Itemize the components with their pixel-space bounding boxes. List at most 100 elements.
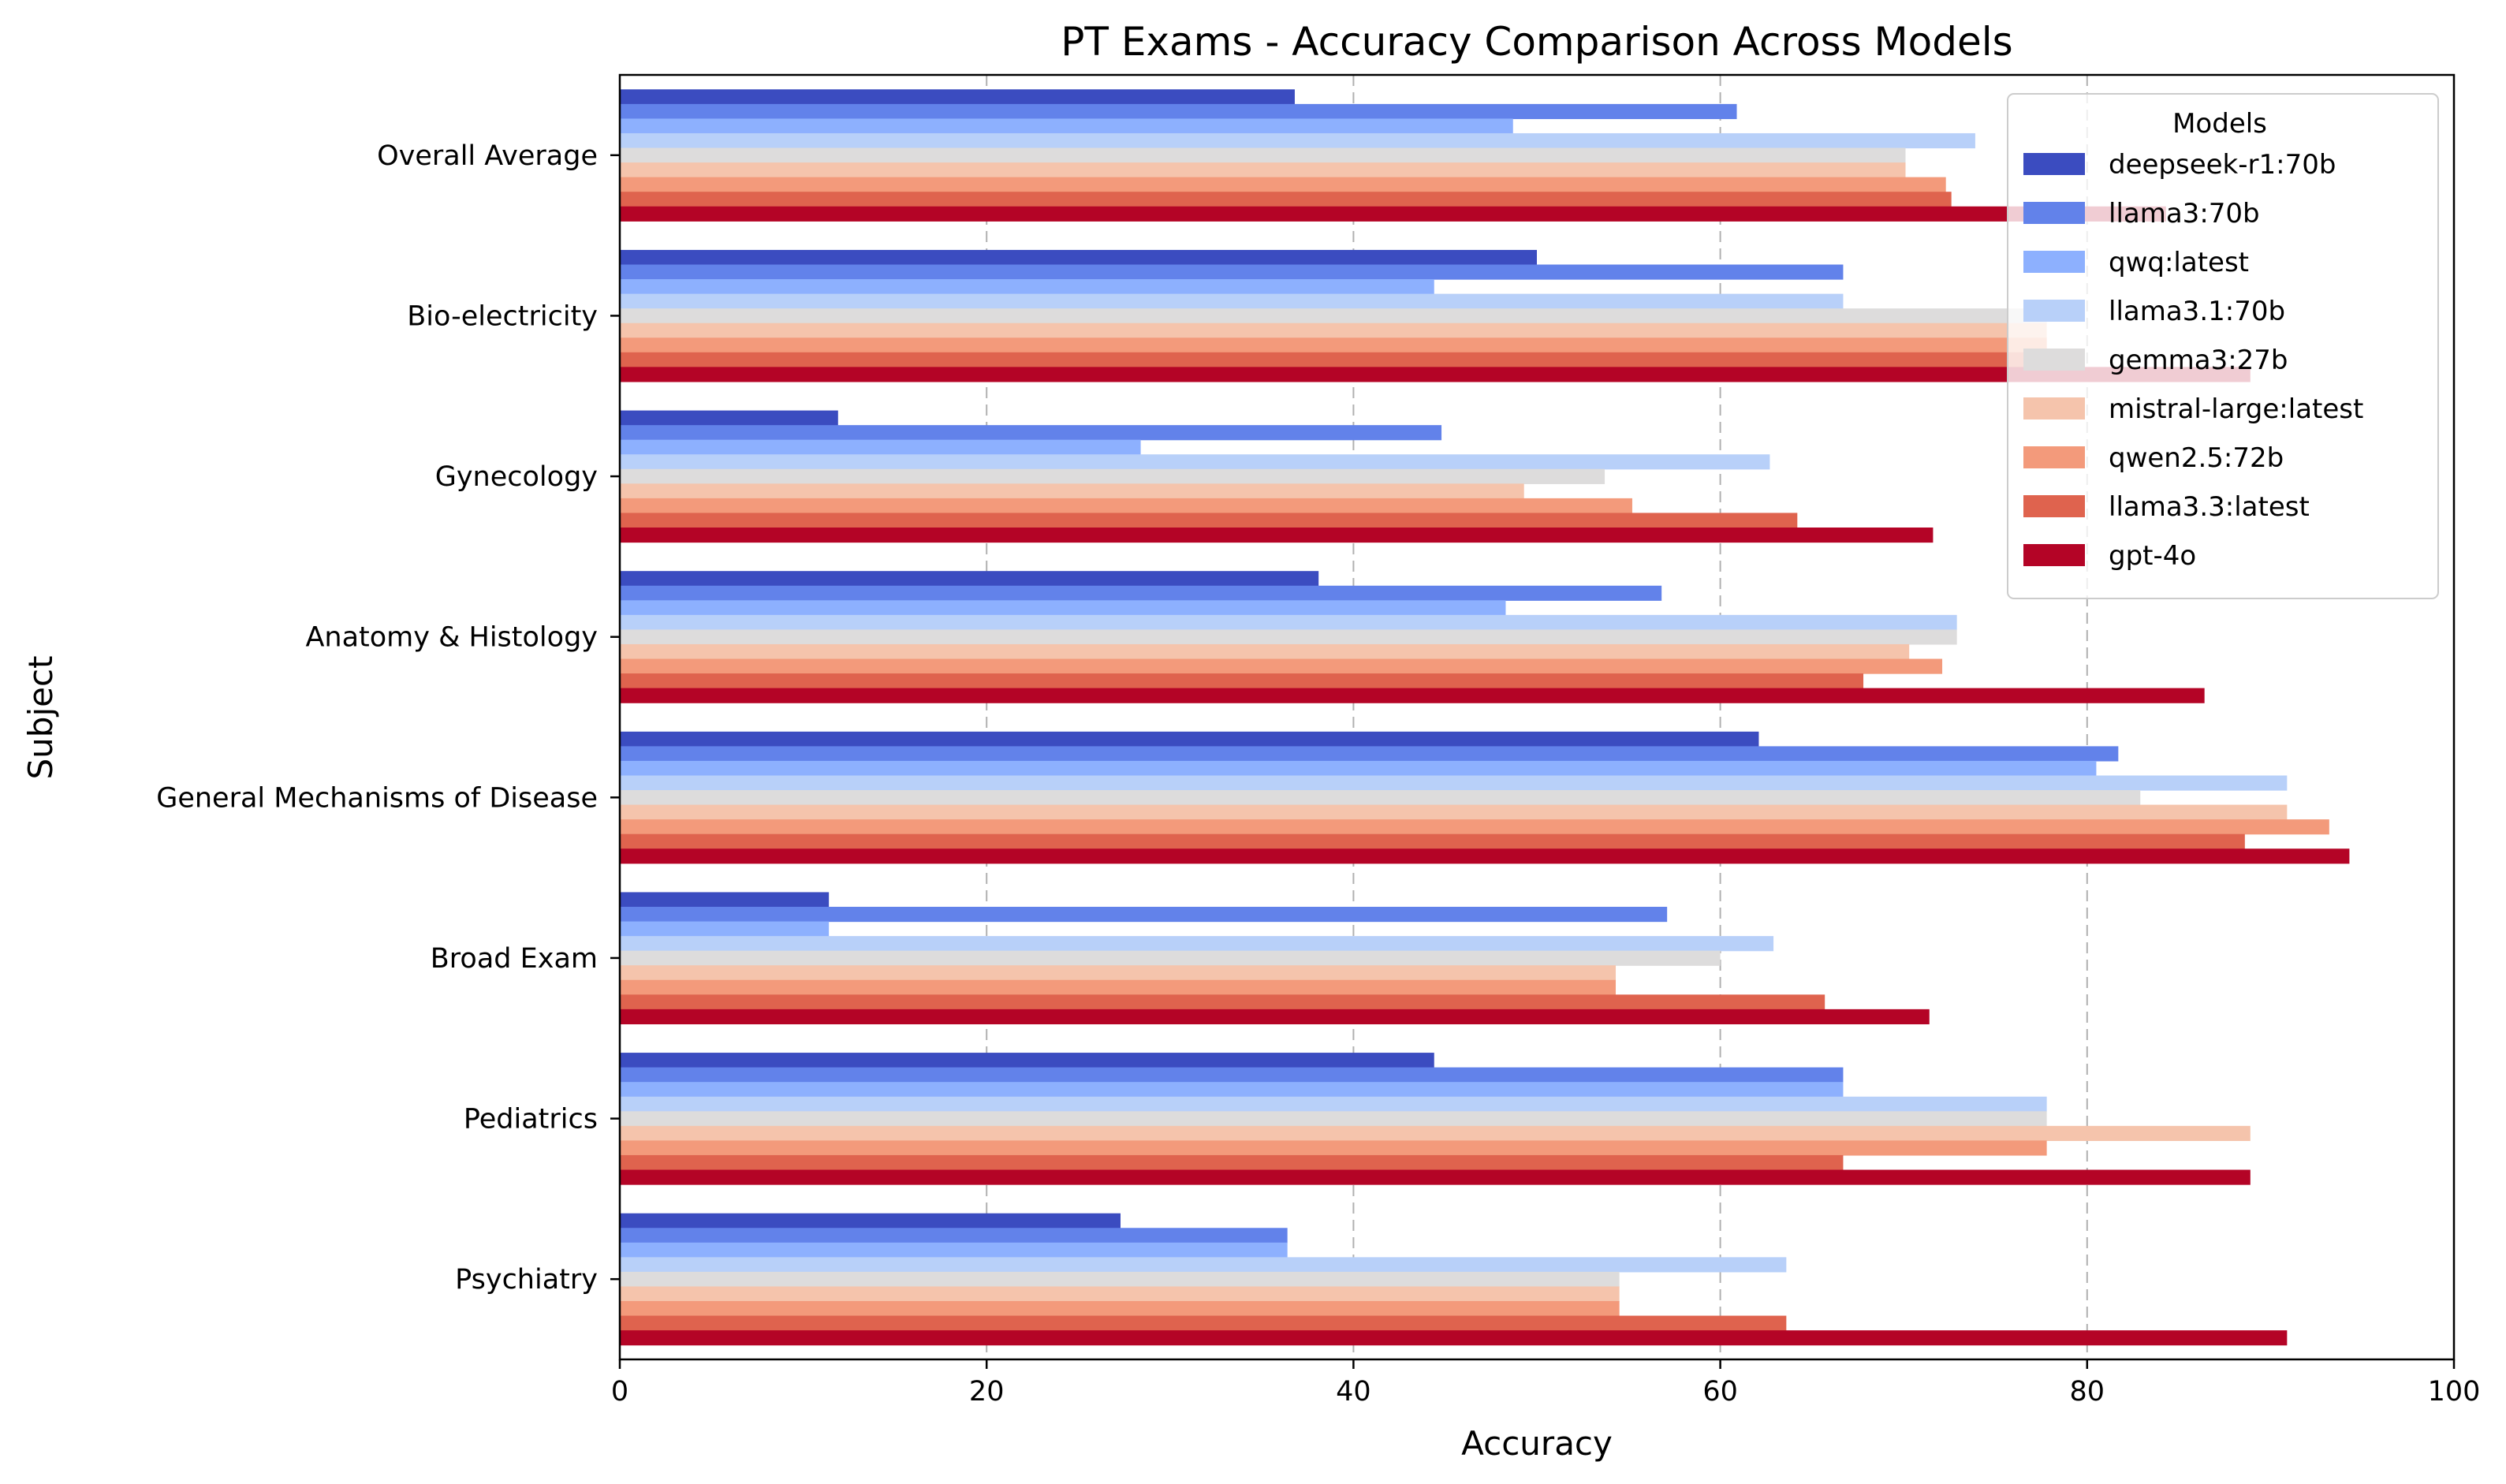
bar — [620, 746, 2119, 762]
bar — [620, 498, 1632, 514]
legend-frame — [2007, 93, 2439, 599]
legend-entry: llama3.1:70b — [2109, 296, 2285, 327]
bar — [620, 89, 1295, 105]
x-tick-label: 0 — [611, 1376, 628, 1408]
bar — [620, 454, 1770, 470]
bar — [620, 921, 830, 937]
legend: Models deepseek-r1:70b llama3:70b qwq:late… — [2007, 93, 2439, 599]
legend-swatch — [2023, 153, 2085, 175]
legend-entry: qwen2.5:72b — [2109, 442, 2284, 474]
bar — [620, 658, 1943, 674]
legend-entry: gpt-4o — [2109, 540, 2196, 572]
bar — [620, 1067, 1844, 1083]
bar — [620, 1140, 2047, 1156]
bar — [620, 600, 1506, 616]
axis-ticks: 0 20 40 60 80 100 Overall Average Bio-electrici… — [156, 140, 2480, 1408]
bar — [620, 1286, 1620, 1302]
bar — [620, 352, 2047, 367]
bar — [620, 1257, 1787, 1273]
bar — [620, 1125, 2251, 1141]
bar — [620, 804, 2288, 820]
bar — [620, 439, 1141, 455]
bar — [620, 410, 838, 426]
bar — [620, 1301, 1620, 1317]
y-tick-label: Broad Exam — [431, 943, 598, 975]
bar — [620, 1154, 1844, 1171]
bar — [620, 673, 1864, 689]
bar — [620, 790, 2141, 806]
bar — [620, 293, 1844, 309]
bar — [620, 1330, 2288, 1346]
legend-swatch — [2023, 446, 2085, 468]
y-tick-label: Bio-electricity — [407, 300, 598, 332]
bar — [620, 1271, 1620, 1288]
bar — [620, 425, 1442, 441]
legend-swatch — [2023, 495, 2085, 517]
bar — [620, 585, 1662, 601]
bar — [620, 775, 2288, 791]
bar — [620, 1111, 2047, 1127]
bar — [620, 118, 1513, 134]
legend-swatch — [2023, 300, 2085, 322]
bar — [620, 1082, 1844, 1098]
legend-entry: llama3.3:latest — [2109, 491, 2310, 523]
bar — [620, 965, 1617, 981]
bar — [620, 308, 2047, 324]
y-tick-label: Gynecology — [435, 461, 598, 493]
legend-swatch — [2023, 349, 2085, 371]
bar — [620, 264, 1844, 280]
bar — [620, 468, 1605, 484]
bar — [620, 950, 1721, 966]
bar — [620, 177, 1946, 192]
bar — [620, 337, 2047, 353]
x-axis-label: Accuracy — [1461, 1424, 1613, 1463]
bar — [620, 571, 1319, 587]
legend-entry: qwq:latest — [2109, 247, 2249, 278]
legend-swatch — [2023, 251, 2085, 273]
bar — [620, 1242, 1288, 1258]
bar — [620, 614, 1957, 631]
y-tick-label: Psychiatry — [455, 1264, 598, 1296]
y-tick-label: Overall Average — [377, 140, 598, 172]
bar — [620, 936, 1774, 952]
bar — [620, 147, 1906, 163]
bar — [620, 132, 1975, 149]
bar — [620, 103, 1737, 120]
y-tick-label: General Mechanisms of Disease — [156, 782, 598, 814]
bar — [620, 249, 1537, 266]
bar — [620, 162, 1906, 178]
bar — [620, 192, 1952, 207]
bar — [620, 731, 1759, 747]
bar — [620, 643, 1910, 660]
bar — [620, 688, 2205, 703]
bar — [620, 323, 2047, 338]
legend-title: Models — [2172, 108, 2267, 140]
legend-entry: gemma3:27b — [2109, 345, 2288, 376]
x-tick-label: 20 — [969, 1376, 1005, 1408]
y-tick-label: Anatomy & Histology — [305, 622, 598, 654]
bar — [620, 1009, 1930, 1025]
bar — [620, 1213, 1121, 1229]
bar — [620, 206, 2166, 222]
bar — [620, 979, 1617, 995]
bar — [620, 513, 1798, 528]
x-tick-label: 100 — [2428, 1376, 2481, 1408]
bar — [620, 483, 1524, 499]
bar — [620, 629, 1957, 645]
bar — [620, 907, 1668, 923]
bars — [620, 89, 2350, 1346]
legend-entry: llama3:70b — [2109, 198, 2260, 229]
legend-swatch — [2023, 544, 2085, 566]
bar — [620, 367, 2251, 382]
x-tick-label: 40 — [1336, 1376, 1371, 1408]
legend-swatch — [2023, 202, 2085, 224]
plot-frame — [618, 73, 2456, 1361]
bar — [620, 1228, 1288, 1244]
bar — [620, 279, 1434, 295]
bar — [620, 833, 2245, 849]
bar — [620, 760, 2097, 777]
legend-entry: deepseek-r1:70b — [2109, 149, 2336, 181]
bar — [620, 527, 1934, 543]
bar — [620, 994, 1825, 1010]
